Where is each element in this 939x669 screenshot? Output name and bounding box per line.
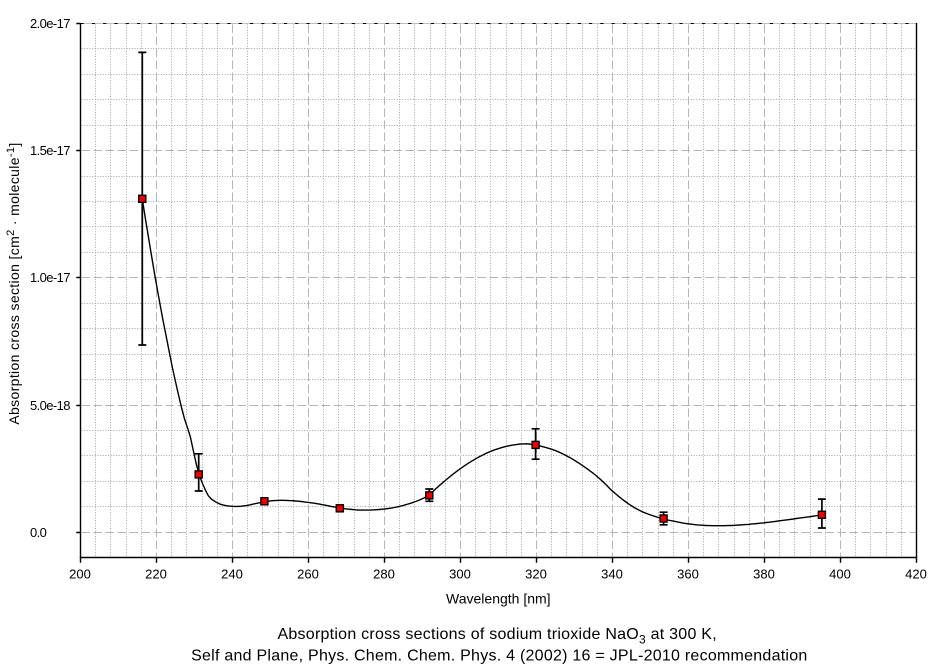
svg-text:400: 400 (829, 566, 851, 581)
svg-text:240: 240 (221, 566, 243, 581)
svg-text:Self and Plane, Phys. Chem. Ch: Self and Plane, Phys. Chem. Chem. Phys. … (191, 647, 807, 664)
svg-text:2.0e-17: 2.0e-17 (30, 16, 70, 31)
svg-text:1.5e-17: 1.5e-17 (30, 143, 70, 158)
svg-text:Absorption cross section [cm2: Absorption cross section [cm2 · molecule… (5, 142, 22, 424)
svg-text:1.0e-17: 1.0e-17 (30, 270, 70, 285)
svg-text:Wavelength [nm]: Wavelength [nm] (446, 591, 551, 607)
svg-text:220: 220 (145, 566, 167, 581)
svg-text:320: 320 (525, 566, 547, 581)
svg-text:360: 360 (677, 566, 699, 581)
svg-text:260: 260 (297, 566, 319, 581)
svg-text:200: 200 (69, 566, 91, 581)
svg-text:5.0e-18: 5.0e-18 (30, 398, 70, 413)
svg-text:Absorption cross sections of s: Absorption cross sections of sodium trio… (277, 626, 716, 647)
svg-text:280: 280 (373, 566, 395, 581)
svg-text:380: 380 (753, 566, 775, 581)
svg-text:340: 340 (601, 566, 623, 581)
svg-text:300: 300 (449, 566, 471, 581)
svg-text:420: 420 (905, 566, 927, 581)
svg-text:0.0: 0.0 (30, 525, 47, 540)
